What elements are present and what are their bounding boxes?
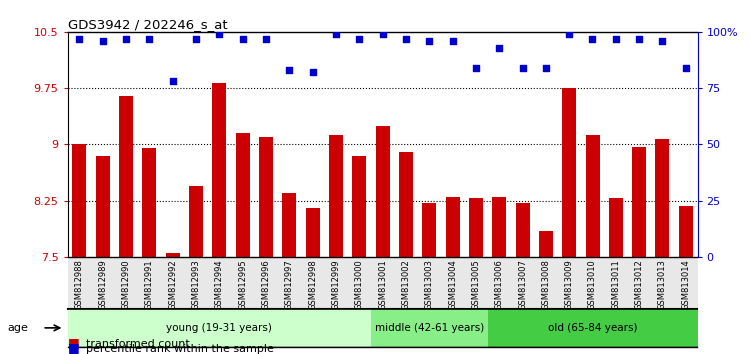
Point (563, 31, 575, 37)
Bar (656, 139, 670, 257)
Point (97, 38, 109, 44)
Text: GSM812993: GSM812993 (191, 259, 200, 310)
Point (284, 67, 296, 73)
Bar (189, 185, 202, 257)
Text: transformed count: transformed count (86, 339, 190, 349)
Text: GSM812992: GSM812992 (168, 259, 177, 310)
Point (656, 38, 668, 44)
Bar (609, 198, 622, 257)
Text: age: age (8, 323, 28, 333)
Text: GSM813006: GSM813006 (495, 259, 504, 310)
Point (517, 65, 529, 71)
Text: middle (42-61 years): middle (42-61 years) (374, 323, 484, 333)
Point (353, 36, 365, 41)
Text: GSM812999: GSM812999 (332, 259, 340, 310)
Bar (166, 253, 179, 257)
Text: ■: ■ (68, 336, 80, 349)
Text: GSM813007: GSM813007 (518, 259, 527, 310)
Bar (328, 135, 343, 257)
Point (446, 38, 458, 44)
Bar (72, 144, 86, 257)
Point (120, 36, 132, 41)
Bar (469, 198, 483, 257)
Bar (142, 148, 156, 257)
Text: percentile rank within the sample: percentile rank within the sample (86, 344, 274, 354)
Text: GSM813013: GSM813013 (658, 259, 667, 310)
Point (586, 36, 598, 41)
Text: GSM812997: GSM812997 (285, 259, 294, 310)
Point (494, 45, 506, 50)
Bar (352, 156, 366, 257)
Text: GSM813014: GSM813014 (681, 259, 690, 310)
Point (376, 31, 388, 37)
Bar (370, 309, 488, 347)
Bar (586, 135, 599, 257)
Point (633, 36, 645, 41)
Bar (95, 156, 109, 257)
Point (470, 65, 482, 71)
Text: GSM813010: GSM813010 (588, 259, 597, 310)
Bar (679, 206, 693, 257)
Text: GSM813003: GSM813003 (424, 259, 433, 310)
Text: GDS3942 / 202246_s_at: GDS3942 / 202246_s_at (68, 18, 227, 31)
Bar (492, 197, 506, 257)
Text: GSM812998: GSM812998 (308, 259, 317, 310)
Bar (305, 208, 320, 257)
Text: old (65-84 years): old (65-84 years) (548, 323, 638, 333)
Text: GSM812990: GSM812990 (122, 259, 130, 310)
Point (330, 31, 342, 37)
Bar (538, 231, 553, 257)
Point (143, 36, 155, 41)
Point (260, 36, 272, 41)
Text: GSM812996: GSM812996 (261, 259, 270, 310)
Text: GSM813000: GSM813000 (355, 259, 364, 310)
Point (74, 36, 86, 41)
Text: GSM812989: GSM812989 (98, 259, 107, 310)
Bar (259, 137, 273, 257)
Text: GSM812991: GSM812991 (145, 259, 154, 310)
Bar (118, 96, 133, 257)
Text: ■: ■ (68, 341, 80, 354)
Text: GSM813005: GSM813005 (471, 259, 480, 310)
Bar (446, 197, 460, 257)
Point (540, 65, 552, 71)
Point (166, 79, 178, 84)
Bar (376, 126, 389, 257)
Point (190, 36, 202, 41)
Bar (562, 88, 576, 257)
Bar (236, 133, 250, 257)
Bar (399, 152, 412, 257)
Text: GSM813009: GSM813009 (565, 259, 574, 310)
Bar (68, 309, 370, 347)
Bar (632, 147, 646, 257)
Bar (422, 203, 436, 257)
Bar (515, 203, 529, 257)
Text: GSM813008: GSM813008 (542, 259, 550, 310)
Text: GSM812988: GSM812988 (75, 259, 84, 310)
Point (236, 36, 248, 41)
Bar (488, 309, 698, 347)
Text: GSM813012: GSM813012 (634, 259, 644, 310)
Bar (282, 193, 296, 257)
Point (307, 69, 319, 75)
Point (610, 36, 622, 41)
Point (400, 36, 412, 41)
Bar (212, 83, 226, 257)
Text: GSM812995: GSM812995 (238, 259, 247, 310)
Text: young (19-31 years): young (19-31 years) (166, 323, 272, 333)
Text: GSM812994: GSM812994 (214, 259, 223, 310)
Text: GSM813011: GSM813011 (611, 259, 620, 310)
Point (423, 38, 435, 44)
Text: GSM813002: GSM813002 (401, 259, 410, 310)
Text: GSM813001: GSM813001 (378, 259, 387, 310)
Point (213, 31, 225, 37)
Point (680, 65, 692, 71)
Text: GSM813004: GSM813004 (448, 259, 457, 310)
